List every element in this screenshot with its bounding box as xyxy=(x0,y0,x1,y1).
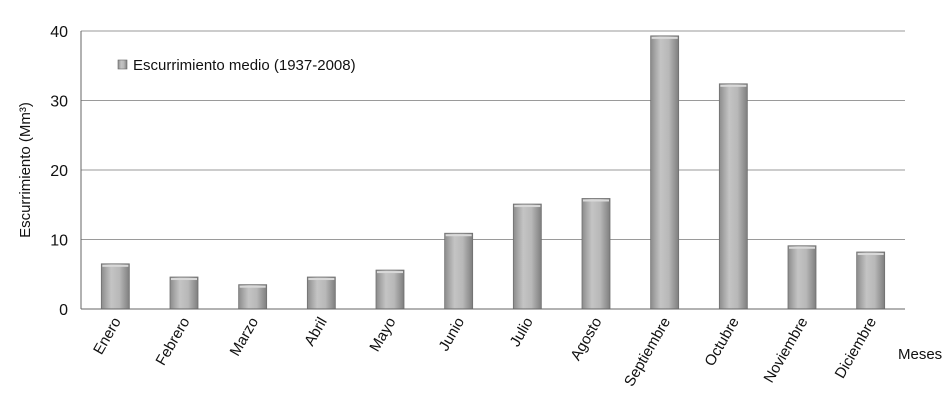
bar-abril xyxy=(306,276,336,310)
x-tick-label: Mayo xyxy=(366,315,399,355)
bar-highlight xyxy=(789,246,815,249)
bar-highlight xyxy=(171,278,197,281)
bar-junio xyxy=(444,232,474,310)
labels: 0 10 20 30 40 Enero Febrero Marzo Abril Mayo Junio… xyxy=(50,24,880,389)
y-tick-label: 10 xyxy=(50,233,68,250)
gridlines xyxy=(81,30,905,240)
bar-marzo xyxy=(238,284,268,310)
bar-diciembre xyxy=(856,251,886,310)
bar-highlight xyxy=(102,264,129,267)
x-tick-label: Noviembre xyxy=(760,315,811,386)
y-tick-label: 30 xyxy=(50,94,68,111)
x-tick-label: Octubre xyxy=(701,315,742,370)
bar-highlight xyxy=(377,271,403,274)
x-axis-title: Meses xyxy=(898,346,942,363)
y-tick-label: 20 xyxy=(50,163,68,180)
bar-highlight xyxy=(857,253,884,256)
legend-swatch xyxy=(117,59,128,70)
bar-highlight xyxy=(651,36,678,39)
y-axis-title: Escurrimiento (Mm³) xyxy=(17,102,34,238)
legend: Escurrimiento medio (1937-2008) xyxy=(117,57,356,74)
bars xyxy=(100,35,886,310)
bar-noviembre xyxy=(787,245,817,310)
y-tick-label: 0 xyxy=(59,302,68,319)
bar-enero xyxy=(100,263,130,310)
bar-octubre xyxy=(718,83,748,310)
x-tick-label: Marzo xyxy=(227,315,263,360)
legend-label: Escurrimiento medio (1937-2008) xyxy=(133,57,356,74)
y-tick-label: 40 xyxy=(50,24,68,41)
bar-highlight xyxy=(239,285,266,288)
bar-septiembre xyxy=(650,35,680,310)
bar-febrero xyxy=(169,276,199,310)
bar-highlight xyxy=(445,234,472,237)
bar-highlight xyxy=(514,205,541,208)
bar-mayo xyxy=(375,269,405,310)
x-tick-label: Julio xyxy=(507,315,537,350)
x-tick-label: Abril xyxy=(301,315,331,349)
bar-highlight xyxy=(583,199,609,202)
bar-highlight xyxy=(308,278,335,281)
bar-julio xyxy=(512,203,542,310)
x-tick-label: Febrero xyxy=(152,315,193,369)
bar-agosto xyxy=(581,198,611,310)
x-tick-label: Agosto xyxy=(567,315,605,364)
x-tick-label: Junio xyxy=(435,315,468,355)
x-tick-label: Enero xyxy=(90,315,125,358)
bar-highlight xyxy=(720,84,747,87)
x-tick-label: Septiembre xyxy=(621,315,674,390)
x-tick-label: Diciembre xyxy=(832,315,880,382)
axes xyxy=(80,31,905,310)
